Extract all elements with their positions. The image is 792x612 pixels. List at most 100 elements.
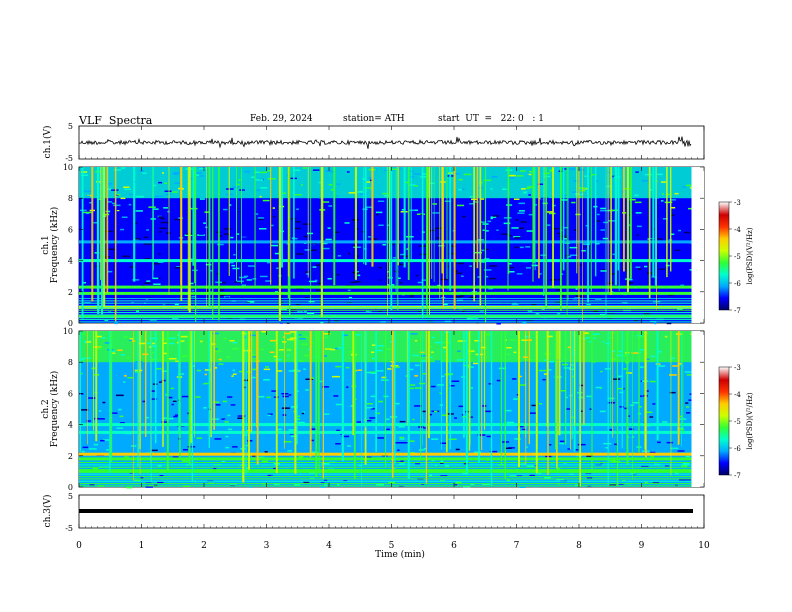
sferic-streak <box>446 331 448 453</box>
date-label: Feb. 29, 2024 <box>250 114 313 124</box>
sferic-streak <box>407 331 410 479</box>
sferic-streak <box>648 167 651 299</box>
time-tick-label: 1 <box>139 541 145 551</box>
sferic-streak <box>79 331 81 452</box>
sferic-streak <box>429 167 430 315</box>
sferic-streak <box>256 331 259 465</box>
sferic-streak <box>341 331 344 461</box>
sferic-streak <box>191 331 193 481</box>
sferic-streak <box>307 167 309 278</box>
ch1-tick-bottom: -5 <box>65 154 73 163</box>
sferic-streak <box>110 331 113 462</box>
sferic-streak <box>449 167 452 291</box>
sferic-streak <box>145 331 147 437</box>
sferic-streak <box>431 167 433 279</box>
sferic-streak <box>389 167 390 295</box>
sferic-streak <box>545 167 547 308</box>
sferic-streak <box>465 331 468 475</box>
colorbar-tick-label: -7 <box>734 472 741 480</box>
sferic-streak <box>296 331 298 445</box>
ch3-tick-top: 5 <box>68 492 73 501</box>
sferic-streak <box>322 331 324 479</box>
colorbar-tick-label: -4 <box>734 391 741 399</box>
sferic-streak <box>133 331 134 481</box>
sferic-streak <box>294 331 297 474</box>
spec2-axis-label: Frequency (kHz) <box>49 371 60 448</box>
sferic-streak <box>218 167 220 321</box>
sferic-streak <box>666 167 668 278</box>
sferic-streak <box>106 167 109 294</box>
sferic-streak <box>538 167 540 279</box>
sferic-streak <box>100 167 102 280</box>
time-tick-label: 7 <box>514 541 520 551</box>
spec2-channel-label: ch.2 <box>41 399 51 418</box>
colorbar-tick-label: -3 <box>734 199 741 207</box>
sferic-streak <box>280 167 283 268</box>
sferic-streak <box>626 167 629 293</box>
sferic-streak <box>558 331 561 436</box>
frequency-tick-label: 6 <box>68 225 73 234</box>
sferic-streak <box>208 167 211 307</box>
sferic-streak <box>570 331 571 450</box>
sferic-streak <box>629 167 632 279</box>
sferic-streak <box>576 167 578 274</box>
sferic-streak <box>353 331 356 479</box>
colorbar-tick-label: -4 <box>734 226 741 234</box>
frequency-tick-label: 6 <box>68 389 73 398</box>
colorbar-tick-label: -5 <box>734 418 741 426</box>
ch3-trace <box>79 509 693 513</box>
sferic-streak <box>426 167 428 316</box>
sferic-streak <box>192 167 195 266</box>
sferic-streak <box>390 167 393 311</box>
colorbar-ch2-label: log(PSD)(V²/Hz) <box>746 392 754 449</box>
spectral-band <box>79 240 692 244</box>
sferic-streak <box>95 331 98 442</box>
sferic-streak <box>395 167 397 295</box>
colorbar-ch1: -3 -4 -5 -6 -7 log(PSD)(V²/Hz) <box>718 199 754 315</box>
sferic-streak <box>433 167 435 282</box>
sferic-streak <box>293 167 295 279</box>
sferic-streak <box>256 331 257 428</box>
sferic-streak <box>309 331 312 457</box>
sferic-streak <box>421 167 424 319</box>
sferic-streak <box>534 167 536 271</box>
sferic-streak <box>187 167 189 310</box>
time-tick-label: 9 <box>639 541 645 551</box>
sferic-streak <box>566 167 568 317</box>
ch3-tick-bottom: -5 <box>65 524 73 533</box>
spectral-band <box>79 259 692 263</box>
sferic-streak <box>278 167 281 321</box>
spectrogram-ch1: 10 8 6 4 2 0 ch.1 Frequency (kHz) <box>41 163 705 328</box>
sferic-streak <box>560 167 562 311</box>
sferic-streak <box>476 167 479 269</box>
sferic-streak <box>567 167 569 301</box>
sferic-streak <box>426 167 427 306</box>
sferic-streak <box>284 331 285 449</box>
sferic-streak <box>500 331 502 467</box>
colorbar-tick-label: -7 <box>734 307 741 315</box>
sferic-streak <box>470 331 471 446</box>
sferic-streak <box>656 331 659 441</box>
sferic-streak <box>212 167 214 320</box>
sferic-streak <box>180 167 183 285</box>
spec1-axis-label: Frequency (kHz) <box>49 207 60 284</box>
sferic-streak <box>245 331 247 475</box>
frequency-tick-label: 8 <box>68 194 73 203</box>
sferic-streak <box>406 331 408 426</box>
sferic-streak <box>318 331 320 430</box>
sferic-streak <box>670 167 672 272</box>
sferic-streak <box>322 167 324 261</box>
sferic-streak <box>371 167 374 267</box>
frequency-tick-label: 4 <box>68 421 73 430</box>
colorbar-tick-label: -5 <box>734 253 741 261</box>
sferic-streak <box>571 331 573 440</box>
sferic-streak <box>565 331 567 445</box>
sferic-streak <box>91 167 94 302</box>
spectral-band <box>79 285 692 289</box>
sferic-streak <box>236 167 237 282</box>
sferic-streak <box>250 331 253 433</box>
frequency-tick-label: 4 <box>68 257 73 266</box>
time-axis-label: Time (min) <box>375 549 425 560</box>
ch1-tick-top: 5 <box>68 122 73 131</box>
